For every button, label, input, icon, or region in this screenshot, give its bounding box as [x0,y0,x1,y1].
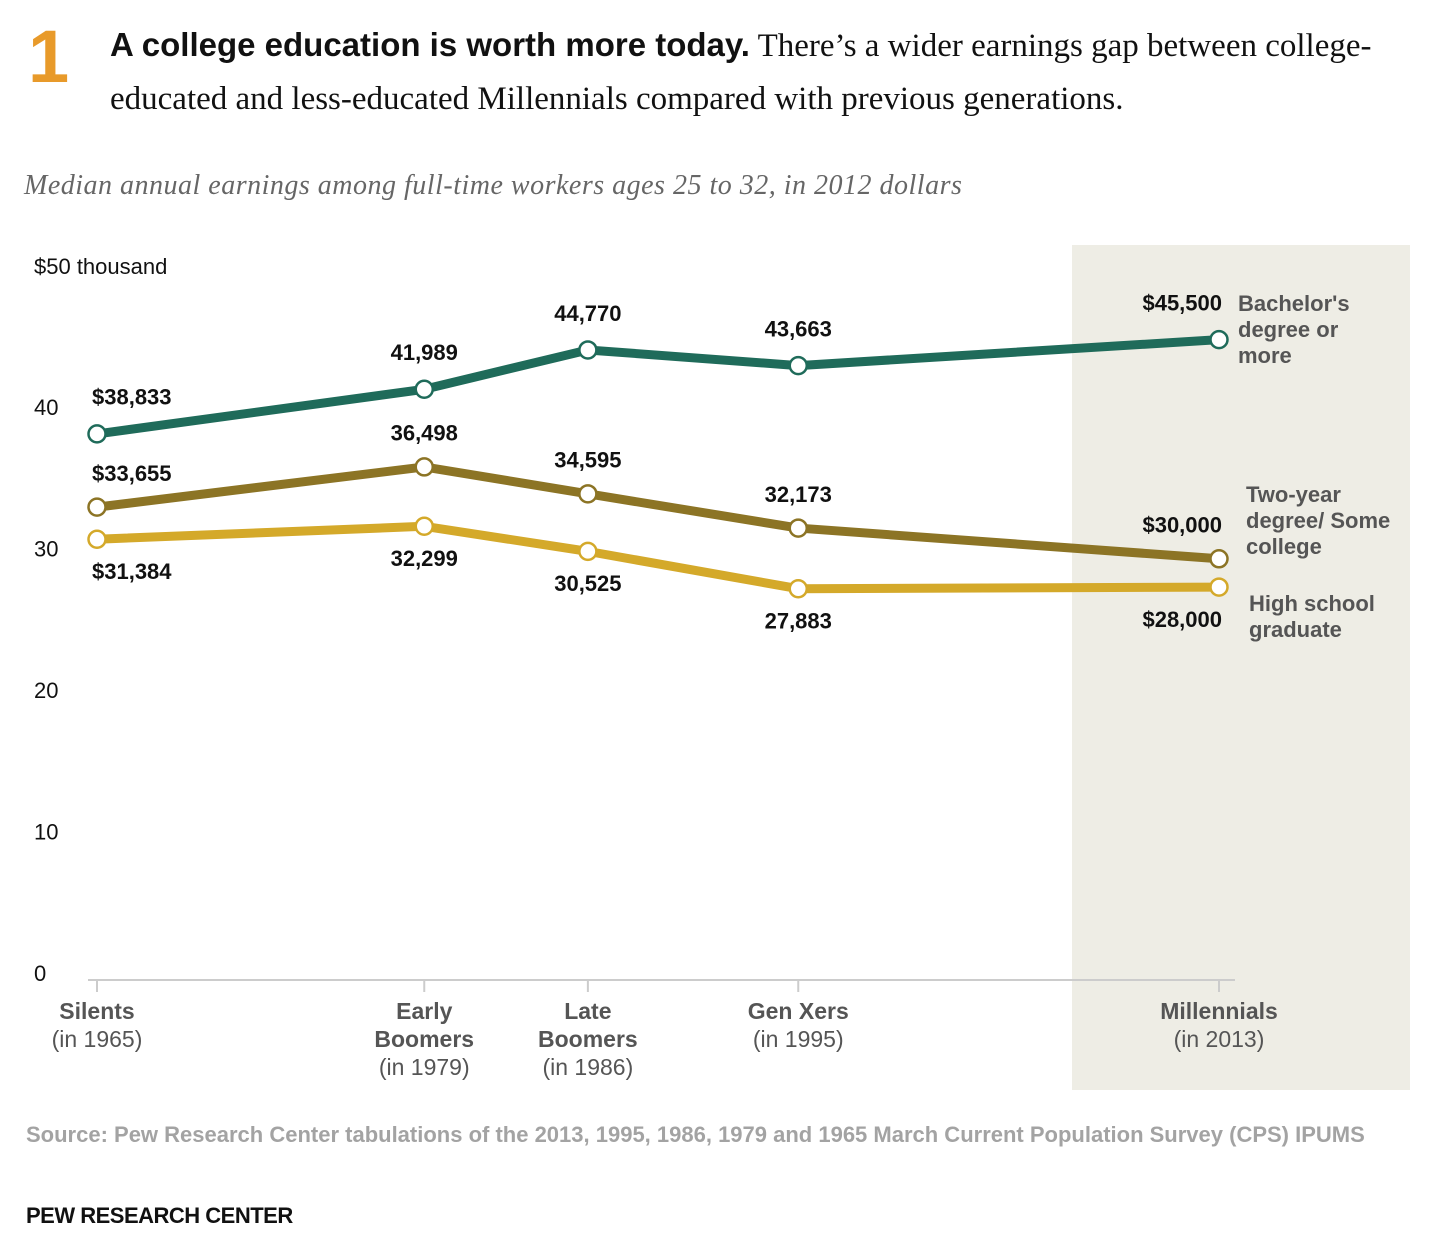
highlight-band [1072,245,1410,1090]
legend-label: High school graduate [1249,591,1375,642]
point [1209,329,1229,350]
series-line [96,335,1220,439]
value-label: $30,000 [1142,513,1222,538]
category-name: Late Boomers [538,998,638,1052]
category-note: (in 1995) [752,1026,844,1052]
y-tick-label: 40 [34,395,58,420]
point [788,355,808,376]
point [788,518,808,538]
value-label: $45,500 [1142,290,1222,315]
subtitle: Median annual earnings among full-time w… [24,170,963,201]
value-label: 41,989 [391,340,458,365]
point [414,516,434,537]
category-note: (in 1979) [378,1054,470,1080]
point [87,497,107,517]
point [87,529,107,549]
value-label: $28,000 [1142,607,1222,632]
legend-label: Bachelor's degree or more [1238,291,1350,368]
y-tick-label: $50 thousand [34,254,167,279]
y-tick-label: 10 [34,819,58,844]
value-label: 27,883 [765,609,832,634]
y-tick-label: 0 [34,961,46,986]
category-note: (in 2013) [1173,1026,1265,1052]
value-label: 30,525 [554,571,621,596]
y-tick-label: 20 [34,678,58,703]
point [578,340,598,360]
value-label: 34,595 [554,448,621,473]
legend-label: Two-year degree/ Some college [1246,482,1391,559]
series-line [96,521,1220,594]
category-name: Gen Xers [747,998,849,1024]
x-tick-label: Gen Xers (in 1995) [718,997,878,1053]
value-label: 36,498 [391,421,458,446]
point [1209,577,1229,597]
point [1209,549,1229,569]
value-label: 32,299 [391,546,458,571]
point [414,457,434,477]
x-tick-label: Early Boomers (in 1979) [344,997,504,1081]
x-tick-label: Silents (in 1965) [17,997,177,1053]
section-number: 1 [28,15,70,98]
point [578,484,598,504]
value-label: 32,173 [765,482,832,507]
value-label: $33,655 [92,461,172,486]
source: Source: Pew Research Center tabulations … [26,1122,1365,1147]
category-name: Silents [59,998,135,1024]
category-note: (in 1986) [542,1054,634,1080]
point [788,578,808,599]
series-line [96,462,1220,564]
point [414,379,434,400]
value-label: $38,833 [92,385,172,410]
value-label: 43,663 [765,316,832,341]
footer: PEW RESEARCH CENTER [26,1203,293,1228]
category-note: (in 1965) [51,1026,143,1052]
intro: There’s a wider earnings gap between col… [110,28,1372,117]
heading: A college education is worth more today.… [110,18,1420,126]
value-label: 44,770 [554,301,621,326]
x-tick-label: Millennials (in 2013) [1139,997,1299,1053]
point [578,541,598,562]
category-name: Millennials [1160,998,1278,1024]
y-tick-label: 30 [34,537,58,562]
category-name: Early Boomers [374,998,475,1052]
x-tick-label: Late Boomers (in 1986) [508,997,668,1081]
point [87,424,107,444]
value-label: $31,384 [92,559,172,584]
headline: A college education is worth more today. [110,26,750,63]
